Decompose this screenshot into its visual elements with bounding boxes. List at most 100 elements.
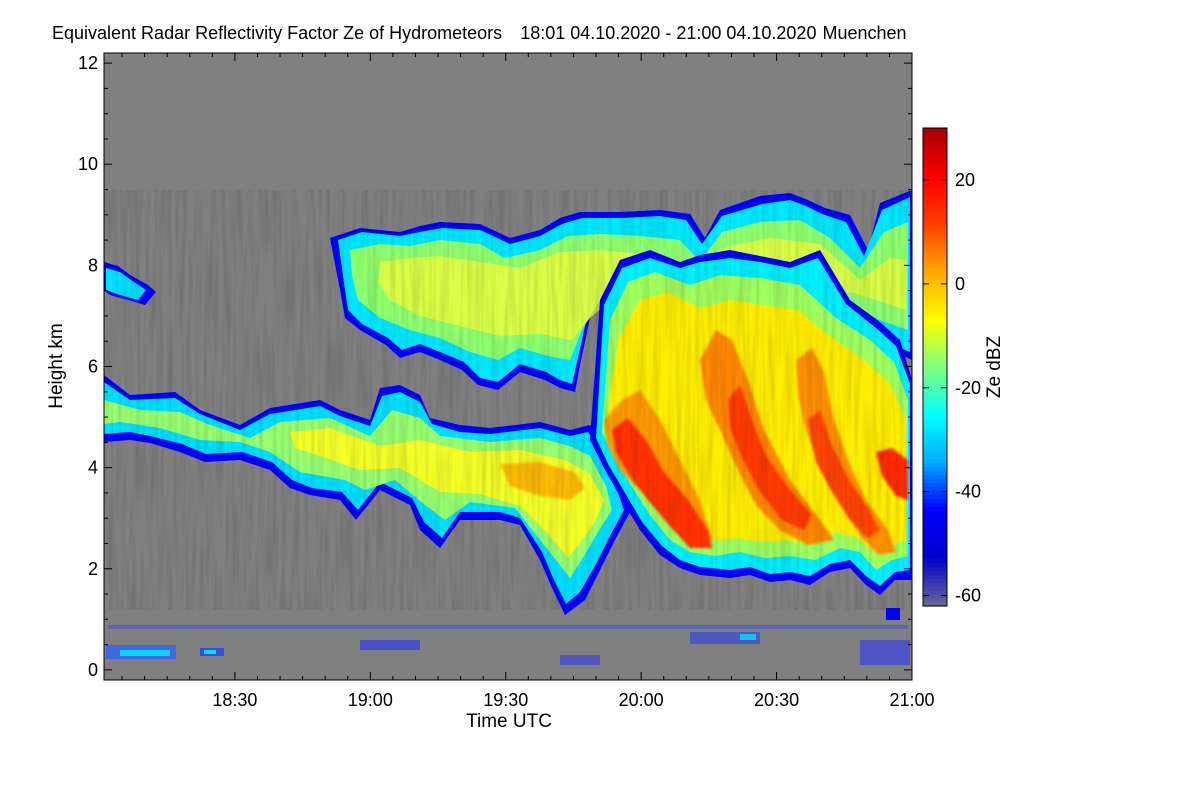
colorbar-band [923,243,947,249]
colorbar-band [923,426,947,432]
colorbar-band [923,438,947,444]
colorbar-band [923,598,947,603]
colorbar-band [923,155,947,161]
colorbar-band [923,227,947,233]
ground-clutter [106,608,910,665]
colorbar-band [923,526,947,531]
colorbar-band [923,235,947,241]
colorbar-band [923,283,947,288]
colorbar-band [923,319,947,324]
colorbar-band [923,351,947,356]
colorbar-band [923,299,947,304]
colorbar-band [923,179,947,185]
colorbar-band [923,347,947,352]
clutter-patch [740,634,756,640]
colorbar-band [923,199,947,205]
colorbar-band [923,590,947,595]
colorbar-band [923,578,947,583]
colorbar-band [923,546,947,551]
clutter-patch [886,608,900,620]
clutter-patch [560,655,600,665]
colorbar-band [923,335,947,340]
colorbar-band [923,602,947,607]
y-tick-label: 4 [88,458,98,478]
colorbar-band [923,502,947,508]
colorbar-band [923,522,947,527]
colorbar-band [923,494,947,500]
colorbar-band [923,382,947,388]
colorbar-band [923,398,947,404]
colorbar-band [923,414,947,420]
colorbar-band [923,275,947,280]
colorbar-band [923,327,947,332]
colorbar-band [923,486,947,492]
colorbar-band [923,450,947,456]
colorbar-band [923,128,947,133]
colorbar-band [923,323,947,328]
colorbar-band [923,574,947,579]
colorbar: 20 0 -20 -40 -60 Ze dBZ [922,127,1005,607]
colorbar-band [923,482,947,488]
colorbar-band [923,163,947,169]
colorbar-band [923,159,947,165]
y-axis-ticks: 0 2 4 6 8 10 12 [78,53,912,680]
colorbar-band [923,474,947,480]
y-tick-label: 10 [78,154,98,174]
colorbar-band [923,566,947,571]
clutter-patch [204,650,216,654]
colorbar-frame [922,127,948,607]
colorbar-band [923,542,947,547]
colorbar-band [923,454,947,460]
colorbar-band [923,363,947,368]
colorbar-band [923,175,947,181]
colorbar-label: Ze dBZ [984,335,1005,398]
colorbar-band [923,203,947,209]
colorbar-band [923,378,947,384]
x-axis-ticks: 18:30 19:00 19:30 20:00 20:30 21:00 [121,53,935,710]
colorbar-band [923,562,947,567]
colorbar-band [923,518,947,523]
x-axis-label: Time UTC [466,711,552,732]
colorbar-band [923,498,947,504]
colorbar-band [923,135,947,141]
colorbar-band [923,287,947,292]
colorbar-band [923,442,947,448]
colorbar-band [923,594,947,599]
x-tick-label: 18:30 [212,690,257,710]
y-tick-label: 6 [88,357,98,377]
colorbar-tick-label: -60 [955,586,981,606]
colorbar-band [923,295,947,300]
colorbar-band [923,410,947,416]
colorbar-band [923,506,947,511]
colorbar-band [923,374,947,380]
colorbar-band [923,231,947,237]
colorbar-band [923,402,947,408]
colorbar-band [923,466,947,472]
colorbar-band [923,183,947,189]
colorbar-band [923,311,947,316]
reflectivity-field [104,190,912,665]
colorbar-tick-label: 0 [955,274,965,294]
y-tick-label: 2 [88,559,98,579]
colorbar-band [923,510,947,515]
colorbar-band [923,291,947,296]
colorbar-gradient [923,128,947,607]
colorbar-band [923,434,947,440]
colorbar-band [923,247,947,253]
colorbar-band [923,538,947,543]
colorbar-band [923,207,947,213]
colorbar-band [923,570,947,575]
colorbar-tick-label: 20 [955,170,975,190]
streak-texture [104,190,912,610]
colorbar-band [923,446,947,452]
colorbar-band [923,255,947,261]
colorbar-band [923,279,947,284]
colorbar-band [923,554,947,559]
x-tick-label: 21:00 [889,690,934,710]
colorbar-band [923,359,947,364]
colorbar-band [923,458,947,464]
y-axis-label: Height km [46,323,67,409]
clutter-patch [360,640,420,650]
x-tick-label: 19:00 [348,690,393,710]
